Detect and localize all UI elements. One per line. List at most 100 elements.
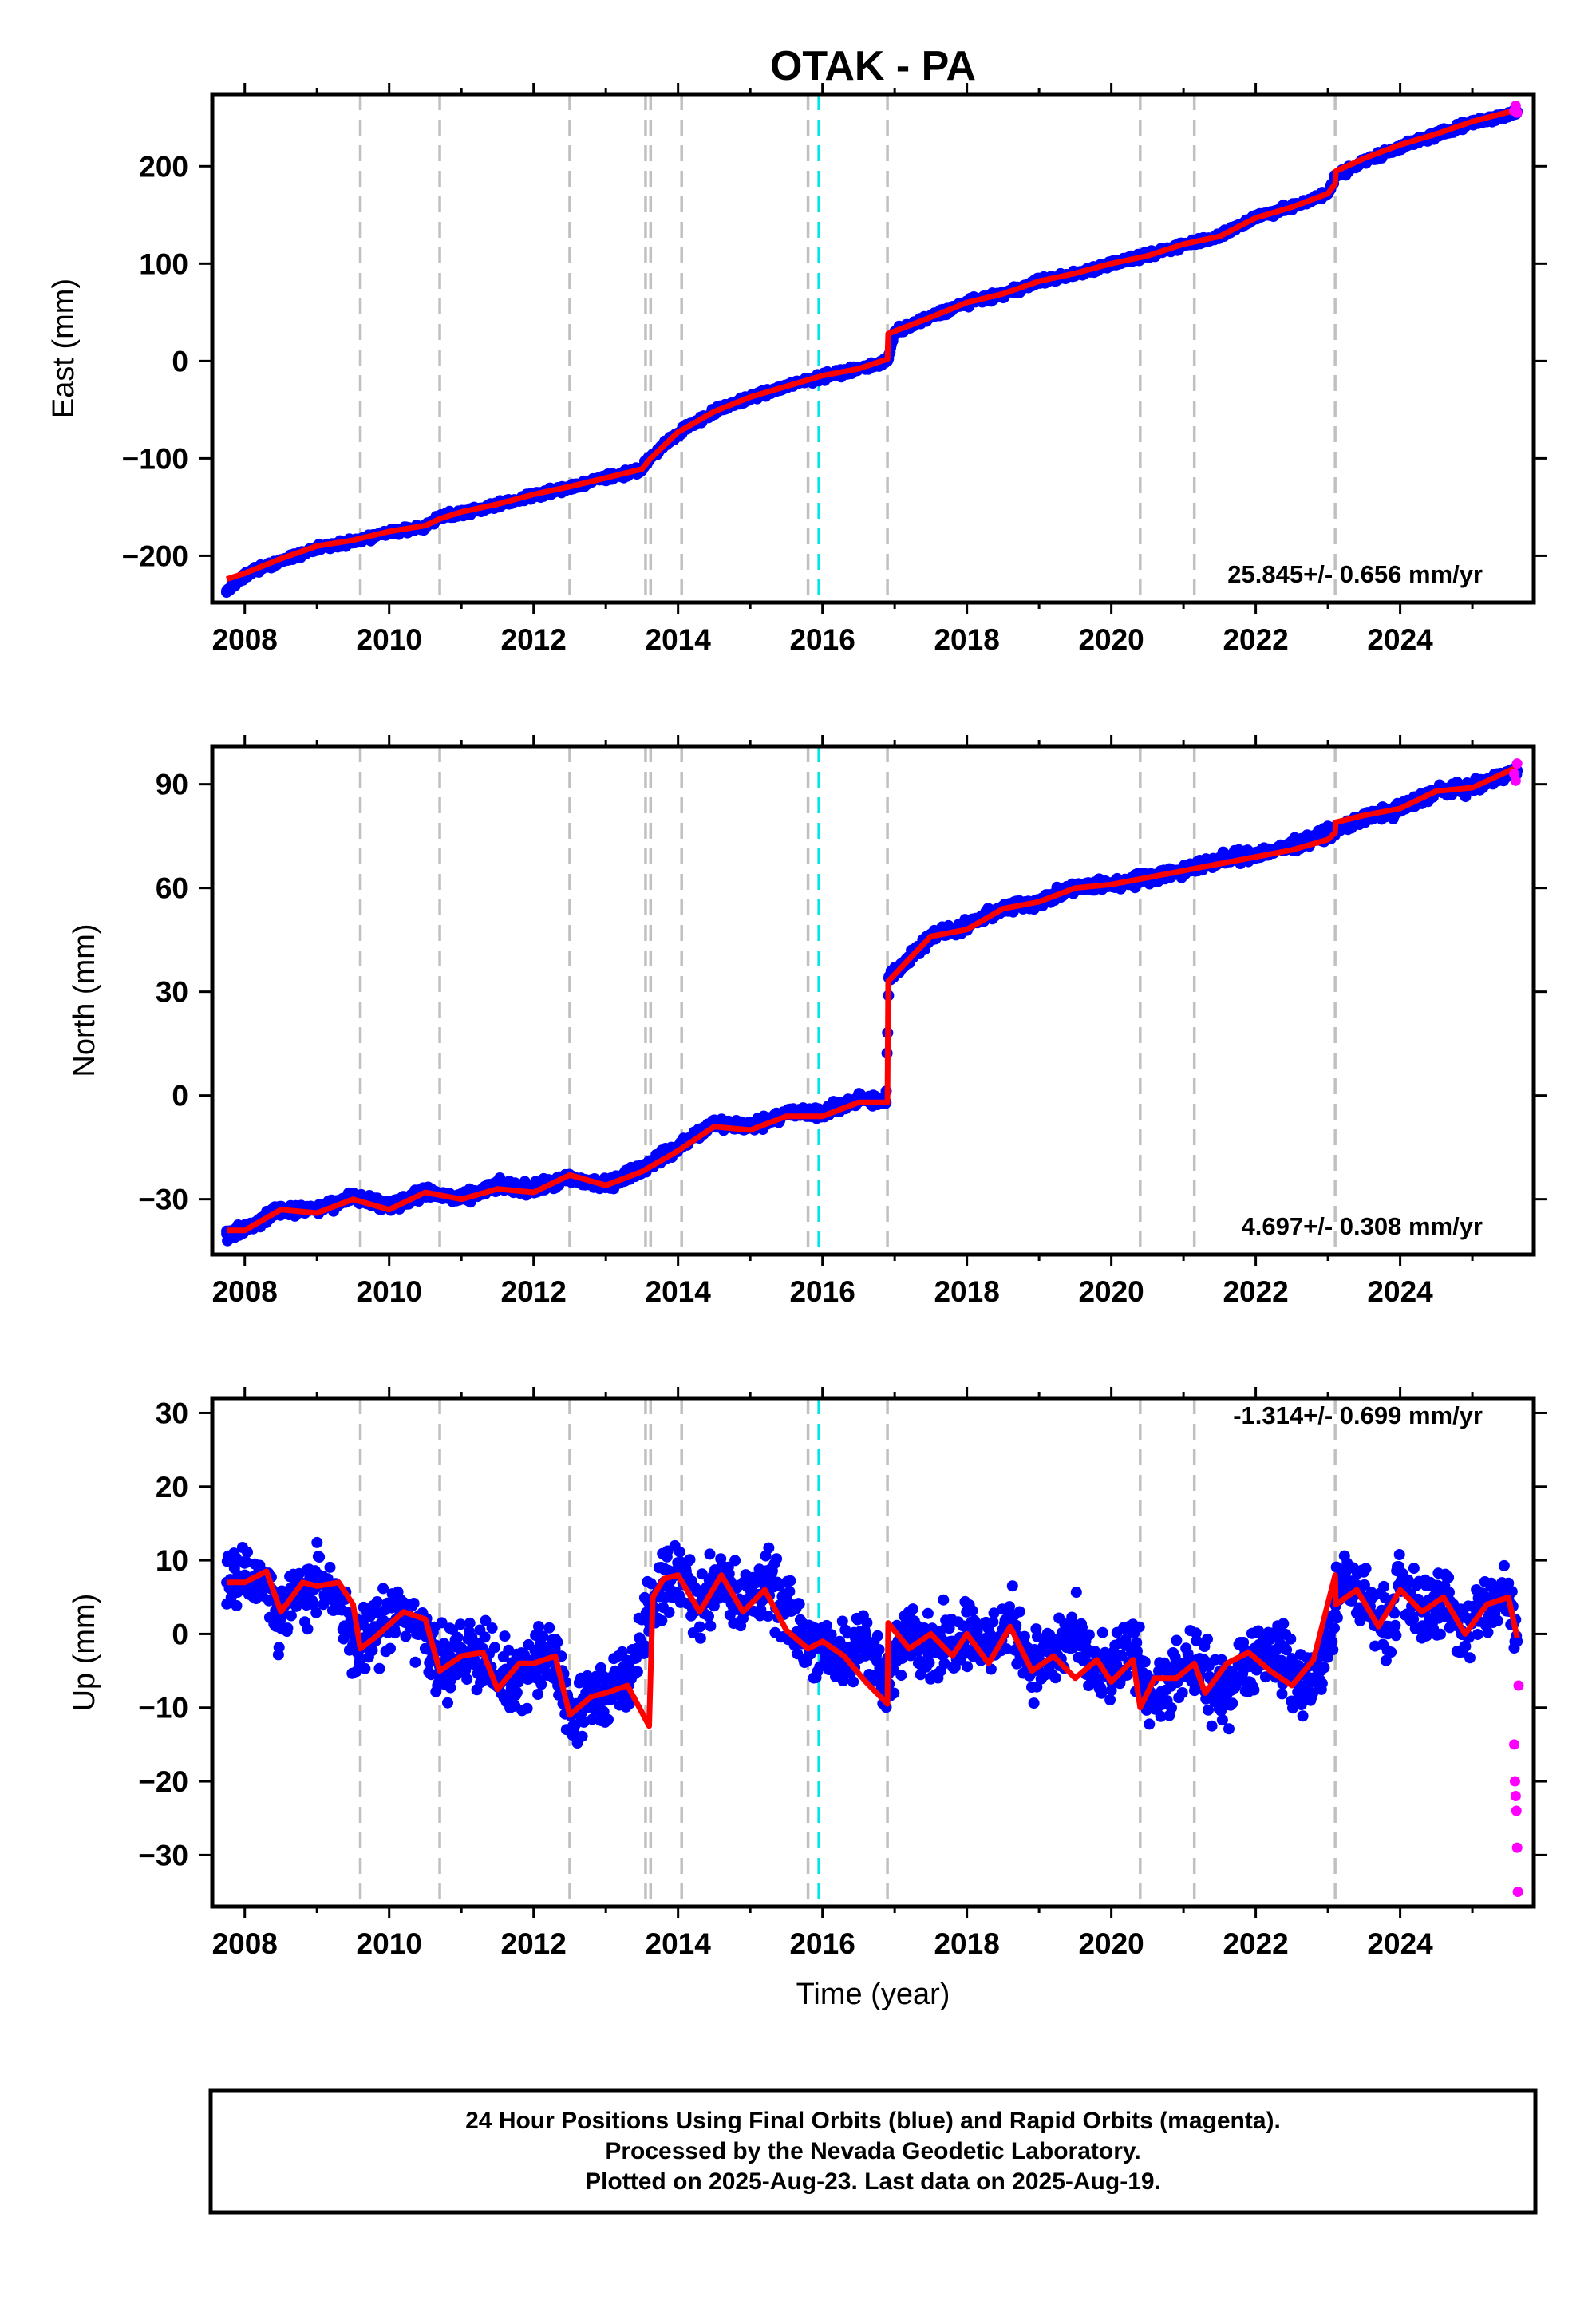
data-point (684, 1554, 696, 1566)
data-point (871, 1630, 883, 1642)
data-point (656, 1614, 668, 1626)
y-tick-label: −30 (138, 1184, 188, 1216)
y-tick-label: 30 (156, 976, 188, 1009)
final-orbit-points (221, 1536, 1523, 1749)
data-point (535, 1678, 547, 1690)
data-point (631, 1666, 643, 1678)
data-point (373, 1662, 385, 1674)
plot-frame (210, 744, 1536, 1257)
data-point (511, 1686, 523, 1698)
x-tick-label: 2010 (357, 1275, 422, 1308)
data-point (377, 1583, 389, 1595)
x-tick-label: 2016 (789, 623, 855, 656)
data-point (242, 1546, 253, 1558)
data-point-anchor (221, 585, 233, 597)
x-tick-label: 2012 (501, 623, 567, 656)
data-point (962, 1661, 974, 1673)
data-point (302, 1623, 314, 1635)
y-tick-label: 200 (139, 150, 188, 183)
data-point (704, 1548, 716, 1560)
data-point (314, 1551, 326, 1563)
final-orbit-points (221, 763, 1523, 1247)
data-point (273, 1642, 285, 1654)
data-point (310, 1607, 322, 1618)
data-point (489, 1642, 500, 1654)
model-fit-line (226, 107, 1519, 583)
data-point (400, 1630, 412, 1642)
data-point (705, 1620, 717, 1632)
up-panel: 2008 2010 2012 2014 2016 2018 2020 2022 2024−30−… (68, 1387, 1547, 2011)
data-point (923, 1657, 935, 1669)
x-tick-label: 2008 (212, 623, 278, 656)
model-fit-line (227, 764, 1519, 1234)
y-tick-label: 0 (172, 1080, 188, 1113)
chart-title: OTAK - PA (770, 43, 976, 89)
data-point (282, 1622, 294, 1634)
data-point (512, 1676, 524, 1688)
data-point (354, 1653, 366, 1665)
velocity-label: 25.845+/- 0.656 mm/yr (1227, 560, 1483, 588)
data-point (873, 1644, 885, 1655)
y-axis-label: East (mm) (47, 279, 81, 418)
data-point (455, 1618, 467, 1630)
velocity-label: 4.697+/- 0.308 mm/yr (1242, 1212, 1483, 1240)
y-tick-label: 60 (156, 872, 188, 905)
data-point (922, 1607, 934, 1619)
x-tick-label: 2018 (934, 623, 999, 656)
x-tick-label: 2014 (646, 1275, 712, 1308)
x-tick-label: 2024 (1367, 623, 1433, 656)
y-tick-label: −100 (122, 442, 188, 475)
x-tick-label: 2022 (1223, 1275, 1288, 1308)
plot-frame (210, 92, 1536, 605)
x-tick-label: 2022 (1223, 623, 1288, 656)
data-point (966, 1605, 978, 1617)
x-tick-label: 2014 (646, 623, 712, 656)
data-point (762, 1611, 774, 1622)
data-point (771, 1553, 783, 1565)
data-point (693, 1621, 705, 1633)
data-point (847, 1676, 859, 1688)
x-tick-label: 2010 (357, 623, 422, 656)
data-point (408, 1598, 420, 1609)
rapid-orbit-point (1510, 775, 1521, 786)
east-panel: 2008 2010 2012 2014 2016 2018 2020 2022 2024 −200… (47, 83, 1547, 656)
data-point (537, 1630, 549, 1642)
x-tick-label: 2016 (789, 1275, 855, 1308)
data-point (452, 1631, 464, 1643)
y-tick-label: 0 (172, 345, 188, 377)
data-point (324, 1561, 336, 1573)
data-point (569, 1719, 581, 1731)
data-point (784, 1586, 796, 1598)
x-tick-label: 2012 (501, 1275, 567, 1308)
data-point (385, 1642, 396, 1654)
data-point (231, 1600, 243, 1611)
data-point (703, 1611, 714, 1622)
data-point (602, 1713, 614, 1725)
x-tick-label: 2024 (1367, 1275, 1433, 1308)
data-point (461, 1674, 473, 1686)
data-point (311, 1536, 323, 1548)
data-point (1013, 1606, 1025, 1618)
data-point (763, 1542, 775, 1554)
data-point (1028, 1697, 1040, 1709)
data-point (499, 1630, 511, 1642)
data-point (521, 1702, 533, 1714)
x-tick-label: 2020 (1078, 623, 1144, 656)
rapid-orbit-point (1511, 758, 1523, 769)
data-point (366, 1644, 378, 1656)
x-tick-label: 2018 (934, 1275, 999, 1308)
y-tick-label: −200 (122, 539, 188, 572)
data-point (674, 1546, 685, 1558)
data-point (616, 1670, 628, 1682)
data-point (551, 1636, 563, 1648)
final-orbit-points (221, 105, 1523, 599)
x-tick-label: 2008 (212, 1275, 278, 1308)
data-point (616, 1646, 628, 1658)
x-tick-label: 2020 (1078, 1275, 1144, 1308)
data-point (533, 1621, 544, 1632)
data-point (371, 1596, 383, 1607)
data-point (389, 1627, 401, 1639)
data-point (464, 1617, 476, 1629)
data-point (587, 1713, 598, 1725)
